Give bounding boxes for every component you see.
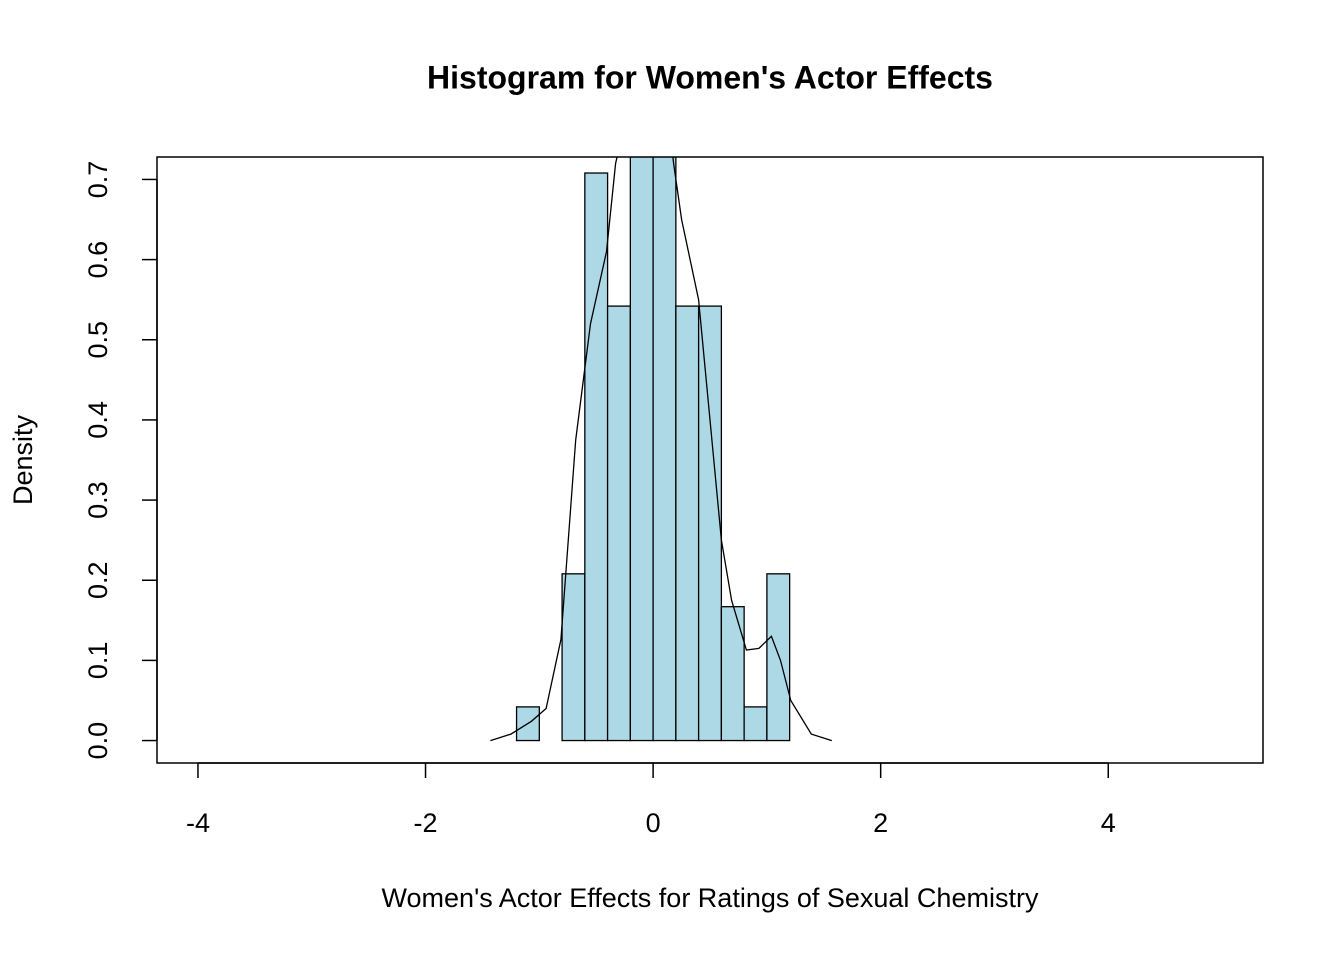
bar <box>584 172 609 742</box>
chart-title: Histogram for Women's Actor Effects <box>427 59 993 95</box>
x-tick-label: 2 <box>873 808 888 838</box>
density-curve <box>490 157 832 742</box>
y-tick-label: 0.0 <box>83 722 113 760</box>
bar <box>629 157 654 742</box>
bar <box>675 305 700 742</box>
y-tick-label: 0.5 <box>83 321 113 359</box>
bar <box>766 573 791 742</box>
x-tick-label: 4 <box>1101 808 1116 838</box>
bar <box>561 573 586 742</box>
y-tick-label: 0.1 <box>83 642 113 680</box>
y-tick-label: 0.6 <box>83 241 113 279</box>
bar <box>720 606 745 742</box>
bar <box>743 706 768 742</box>
plot-area <box>490 157 832 742</box>
y-tick-label: 0.3 <box>83 481 113 519</box>
x-tick-label: -2 <box>414 808 438 838</box>
y-tick-label: 0.2 <box>83 561 113 599</box>
y-tick-label: 0.7 <box>83 161 113 199</box>
bar <box>697 305 723 742</box>
x-axis-label: Women's Actor Effects for Ratings of Sex… <box>382 883 1039 913</box>
y-axis-label: Density <box>8 414 38 505</box>
x-tick-label: -4 <box>186 808 210 838</box>
x-tick-label: 0 <box>646 808 661 838</box>
bar <box>652 157 677 742</box>
bar <box>606 305 631 742</box>
y-tick-label: 0.4 <box>83 401 113 439</box>
